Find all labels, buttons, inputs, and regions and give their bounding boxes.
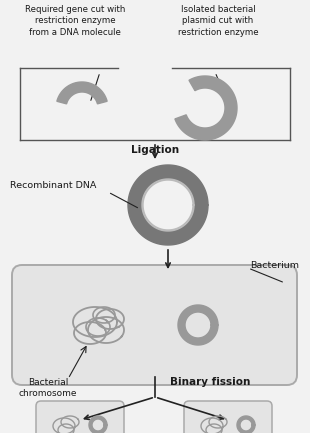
FancyBboxPatch shape	[36, 401, 124, 433]
Polygon shape	[178, 305, 218, 345]
Polygon shape	[237, 416, 255, 433]
Text: Bacterial
chromosome: Bacterial chromosome	[19, 378, 77, 398]
Text: Binary fission: Binary fission	[170, 377, 250, 387]
Text: Ligation: Ligation	[131, 145, 179, 155]
Polygon shape	[128, 165, 208, 245]
FancyBboxPatch shape	[184, 401, 272, 433]
FancyBboxPatch shape	[12, 265, 297, 385]
Text: Recombinant DNA: Recombinant DNA	[10, 181, 96, 190]
Text: Required gene cut with
restriction enzyme
from a DNA molecule: Required gene cut with restriction enzym…	[25, 5, 125, 37]
Polygon shape	[57, 82, 107, 104]
Polygon shape	[142, 179, 194, 231]
Polygon shape	[175, 76, 237, 140]
Text: Isolated bacterial
plasmid cut with
restriction enzyme: Isolated bacterial plasmid cut with rest…	[178, 5, 258, 37]
Text: Bacterium: Bacterium	[250, 261, 299, 269]
Polygon shape	[89, 416, 107, 433]
